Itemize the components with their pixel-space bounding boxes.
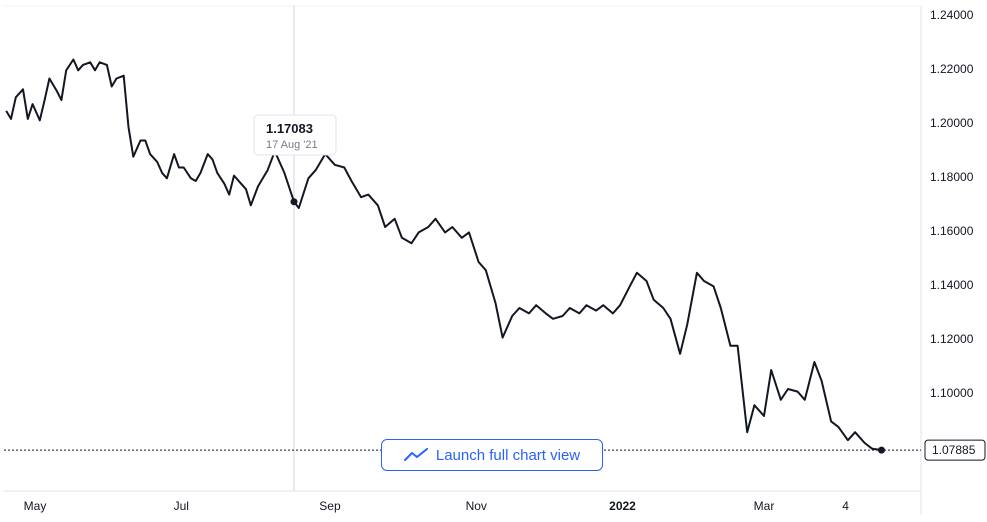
last-price-point — [878, 446, 886, 454]
series-line — [5, 58, 882, 452]
tooltip-value: 1.17083 — [266, 121, 313, 136]
time-tick-label: Sep — [319, 499, 341, 513]
time-tick-label: Nov — [466, 499, 487, 513]
price-tick-label: 1.14000 — [930, 278, 974, 292]
launch-full-chart-label: Launch full chart view — [435, 446, 581, 464]
price-axis[interactable]: 1.24000 1.22000 1.20000 1.18000 1.16000 1.140… — [930, 8, 974, 400]
time-tick-label: 2022 — [609, 499, 636, 513]
price-tick-label: 1.16000 — [930, 224, 974, 238]
tooltip-date: 17 Aug '21 — [266, 139, 318, 151]
tooltip-box — [253, 114, 337, 156]
last-price-badge: 1.07885 — [924, 439, 986, 461]
price-tick-label: 1.18000 — [930, 170, 974, 184]
price-tick-label: 1.20000 — [930, 116, 974, 130]
price-tick-label: 1.10000 — [930, 386, 974, 400]
crosshair-tooltip: 1.17083 17 Aug '21 — [253, 114, 337, 156]
price-tick-label: 1.24000 — [930, 8, 974, 22]
last-price-label: 1.07885 — [932, 443, 976, 457]
launch-full-chart-button[interactable]: Launch full chart view — [381, 439, 603, 471]
price-tick-label: 1.22000 — [930, 62, 974, 76]
last-price-badge-box — [924, 439, 986, 461]
crosshair-point — [290, 198, 298, 206]
time-tick-label: 4 — [842, 499, 849, 513]
time-axis[interactable]: May Jul Sep Nov 2022 Mar 4 — [24, 499, 850, 513]
time-tick-label: Jul — [174, 499, 189, 513]
price-tick-label: 1.12000 — [930, 332, 974, 346]
time-tick-label: May — [24, 499, 47, 513]
trend-line-icon — [403, 448, 428, 461]
chart-axes — [4, 5, 922, 515]
time-tick-label: Mar — [754, 499, 775, 513]
